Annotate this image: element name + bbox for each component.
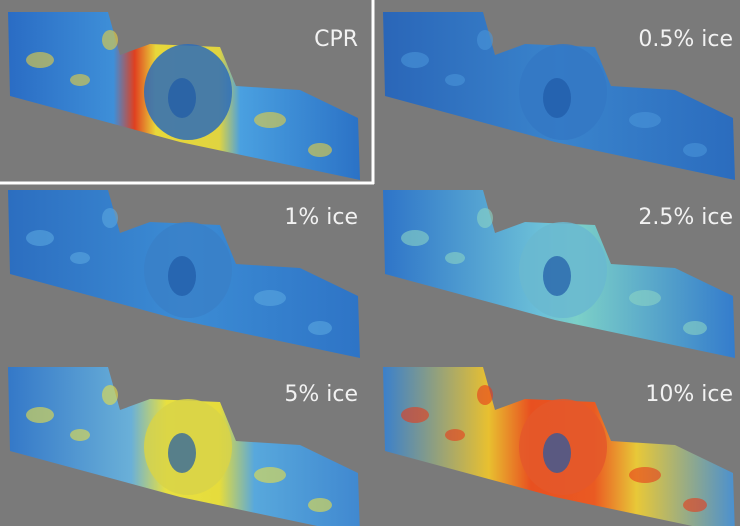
surface-patch <box>254 290 286 306</box>
surface-patch <box>70 252 90 264</box>
surface-patch <box>401 52 429 68</box>
surface-patch <box>477 385 493 405</box>
surface-patch <box>683 143 707 157</box>
panel-label: CPR <box>314 27 358 52</box>
panel: 10% ice <box>383 367 735 526</box>
surface-patch <box>26 407 54 423</box>
surface-patch <box>26 52 54 68</box>
crater-pit <box>543 433 571 473</box>
surface-patch <box>629 112 661 128</box>
crater-pit <box>543 256 571 296</box>
panel: CPR <box>8 12 360 180</box>
surface-patch <box>102 208 118 228</box>
panel: 0.5% ice <box>383 12 735 180</box>
crater-pit <box>168 433 196 473</box>
surface-patch <box>401 407 429 423</box>
panel-label: 10% ice <box>645 382 733 407</box>
surface-patch <box>401 230 429 246</box>
crater-pit <box>543 78 571 118</box>
panel: 2.5% ice <box>383 190 735 358</box>
surface-patch <box>70 74 90 86</box>
surface-patch <box>254 112 286 128</box>
surface-patch <box>26 230 54 246</box>
surface-patch <box>70 429 90 441</box>
surface-patch <box>445 429 465 441</box>
panel: 5% ice <box>8 367 360 526</box>
panel-label: 1% ice <box>284 205 358 230</box>
surface-patch <box>477 30 493 50</box>
surface-patch <box>102 385 118 405</box>
surface-patch <box>254 467 286 483</box>
surface-patch <box>308 321 332 335</box>
surface-patch <box>477 208 493 228</box>
surface-patch <box>445 74 465 86</box>
surface-patch <box>445 252 465 264</box>
surface-patch <box>629 290 661 306</box>
figure: CPR 0.5% ice 1% ice 2.5% ice 5% ice 10% ice <box>0 0 740 526</box>
surface-patch <box>683 498 707 512</box>
panel: 1% ice <box>8 190 360 358</box>
surface-patch <box>102 30 118 50</box>
crater-pit <box>168 256 196 296</box>
surface-patch <box>683 321 707 335</box>
crater-pit <box>168 78 196 118</box>
panel-label: 2.5% ice <box>638 205 733 230</box>
surface-patch <box>629 467 661 483</box>
surface-patch <box>308 143 332 157</box>
panel-label: 5% ice <box>284 382 358 407</box>
surface-patch <box>308 498 332 512</box>
panel-label: 0.5% ice <box>638 27 733 52</box>
